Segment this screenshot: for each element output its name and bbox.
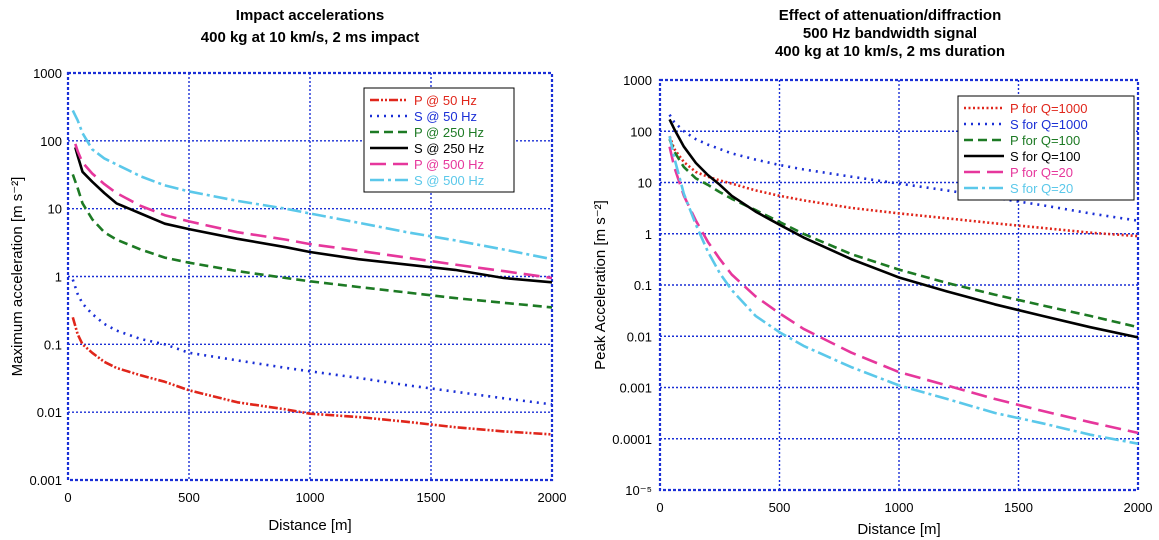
legend-label: S @ 500 Hz bbox=[414, 173, 484, 188]
chart-impact-accelerations: Impact accelerations 400 kg at 10 km/s, 2… bbox=[9, 7, 566, 534]
x-tick-label: 0 bbox=[64, 490, 71, 505]
x-axis-label: Distance [m] bbox=[268, 517, 351, 534]
y-tick-label: 100 bbox=[630, 124, 652, 139]
series-line bbox=[73, 174, 552, 307]
legend-label: P for Q=1000 bbox=[1010, 101, 1087, 116]
y-tick-label: 1 bbox=[55, 270, 62, 285]
legend-label: P @ 250 Hz bbox=[414, 125, 484, 140]
y-tick-label: 1 bbox=[645, 227, 652, 242]
chart-title-line: 400 kg at 10 km/s, 2 ms duration bbox=[775, 43, 1005, 60]
chart-title-line: 400 kg at 10 km/s, 2 ms impact bbox=[201, 29, 419, 46]
y-tick-label: 100 bbox=[40, 134, 62, 149]
x-tick-label: 2000 bbox=[1124, 500, 1153, 515]
x-tick-label: 1000 bbox=[296, 490, 325, 505]
x-tick-label: 500 bbox=[769, 500, 791, 515]
y-tick-label: 10 bbox=[48, 202, 62, 217]
y-tick-label: 0.001 bbox=[619, 381, 652, 396]
y-tick-label: 0.01 bbox=[37, 405, 62, 420]
legend-label: S for Q=100 bbox=[1010, 149, 1080, 164]
y-tick-label: 0.1 bbox=[44, 337, 62, 352]
series-line bbox=[73, 317, 552, 434]
y-axis-label: Peak Acceleration [m s⁻²] bbox=[592, 200, 609, 370]
x-axis-label: Distance [m] bbox=[857, 521, 940, 538]
y-tick-label: 0.001 bbox=[29, 473, 62, 488]
y-tick-label: 0.01 bbox=[627, 329, 652, 344]
legend: P @ 50 HzS @ 50 HzP @ 250 HzS @ 250 HzP … bbox=[364, 88, 514, 192]
x-tick-label: 500 bbox=[178, 490, 200, 505]
legend-label: S for Q=1000 bbox=[1010, 117, 1088, 132]
y-tick-label: 10⁻⁵ bbox=[625, 483, 652, 498]
y-axis-label: Maximum acceleration [m s⁻²] bbox=[9, 177, 26, 377]
y-tick-label: 0.0001 bbox=[612, 432, 652, 447]
chart-title-line: Impact accelerations bbox=[236, 7, 384, 24]
x-tick-label: 1500 bbox=[417, 490, 446, 505]
y-tick-label: 1000 bbox=[623, 73, 652, 88]
x-tick-label: 2000 bbox=[538, 490, 567, 505]
legend-label: S for Q=20 bbox=[1010, 181, 1073, 196]
legend-label: S @ 250 Hz bbox=[414, 141, 484, 156]
x-tick-label: 1500 bbox=[1004, 500, 1033, 515]
legend-label: P @ 50 Hz bbox=[414, 93, 477, 108]
y-tick-label: 10 bbox=[638, 176, 652, 191]
legend-label: S @ 50 Hz bbox=[414, 109, 477, 124]
y-tick-label: 1000 bbox=[33, 66, 62, 81]
y-tick-label: 0.1 bbox=[634, 278, 652, 293]
legend-label: P @ 500 Hz bbox=[414, 157, 484, 172]
series-line bbox=[73, 280, 552, 405]
legend-label: P for Q=100 bbox=[1010, 133, 1080, 148]
chart-title-line: 500 Hz bandwidth signal bbox=[803, 25, 977, 42]
x-tick-label: 0 bbox=[656, 500, 663, 515]
chart-title-line: Effect of attenuation/diffraction bbox=[779, 7, 1002, 24]
x-tick-label: 1000 bbox=[885, 500, 914, 515]
legend-label: P for Q=20 bbox=[1010, 165, 1073, 180]
